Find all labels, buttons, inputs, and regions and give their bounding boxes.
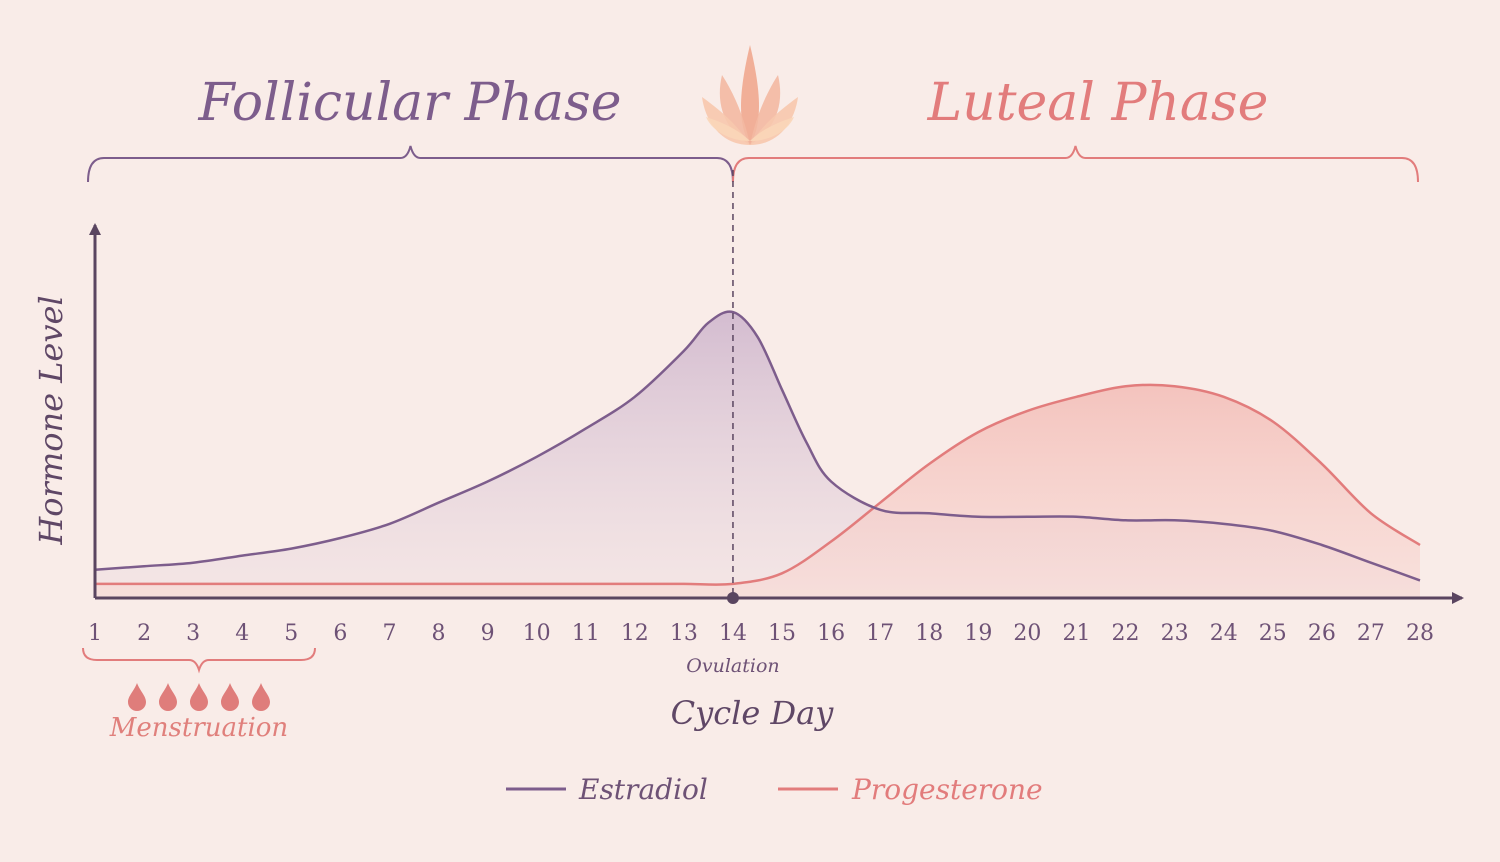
estradiol-line	[94, 310, 1421, 582]
x-tick-label: 1	[88, 621, 102, 646]
x-tick-label: 23	[1161, 621, 1189, 646]
x-tick-label: 14	[719, 621, 747, 646]
blood-drop-icon	[159, 683, 177, 711]
x-tick-label: 21	[1062, 621, 1090, 646]
menstruation-brace	[82, 647, 316, 674]
blood-drop-icon	[221, 683, 239, 711]
x-tick-label: 11	[572, 621, 600, 646]
legend-progesterone-label: Progesterone	[851, 773, 1043, 806]
x-tick-label: 13	[670, 621, 698, 646]
x-tick-label: 19	[964, 621, 992, 646]
luteal-phase-title: Luteal Phase	[927, 73, 1269, 133]
x-tick-label: 25	[1259, 621, 1287, 646]
x-tick-label: 3	[186, 621, 200, 646]
blood-drop-icon	[190, 683, 208, 711]
x-tick-label: 12	[621, 621, 649, 646]
progesterone-line	[94, 383, 1421, 586]
x-tick-label: 16	[817, 621, 845, 646]
x-tick-label: 7	[382, 621, 396, 646]
x-tick-label: 2	[137, 621, 151, 646]
menstruation-label: Menstruation	[109, 713, 288, 743]
blood-drop-icon	[128, 683, 146, 711]
x-tick-label: 28	[1406, 621, 1434, 646]
x-tick-label: 24	[1210, 621, 1238, 646]
x-tick-label: 8	[432, 621, 446, 646]
x-tick-label: 15	[768, 621, 796, 646]
x-tick-label: 27	[1357, 621, 1385, 646]
x-tick-label: 18	[915, 621, 943, 646]
x-tick-label: 9	[481, 621, 495, 646]
progesterone-area	[95, 384, 1420, 598]
x-tick-labels: 1 2 3 4 5 6 7 8 9 10 11 12 13 14 15 16 17 18 19 20 21 22 23 24 2…	[88, 621, 1434, 646]
x-axis-label: Cycle Day	[671, 694, 835, 732]
follicular-phase-title: Follicular Phase	[197, 73, 621, 133]
x-tick-label: 6	[333, 621, 347, 646]
x-tick-label: 26	[1308, 621, 1336, 646]
x-tick-label: 5	[284, 621, 298, 646]
follicular-brace	[87, 145, 734, 183]
blood-drop-icon	[252, 683, 270, 711]
lotus-icon	[702, 45, 798, 145]
y-axis-label: Hormone Level	[32, 295, 70, 545]
x-tick-label: 22	[1112, 621, 1140, 646]
x-tick-label: 20	[1013, 621, 1041, 646]
ovulation-label: Ovulation	[686, 655, 779, 677]
x-tick-label: 4	[235, 621, 249, 646]
luteal-brace	[731, 145, 1419, 183]
ovulation-marker	[726, 592, 739, 604]
legend: Estradiol Progesterone	[506, 773, 1043, 806]
legend-estradiol-label: Estradiol	[578, 773, 708, 806]
menstruation-drops	[128, 683, 270, 711]
x-tick-label: 10	[523, 621, 551, 646]
x-tick-label: 17	[866, 621, 894, 646]
